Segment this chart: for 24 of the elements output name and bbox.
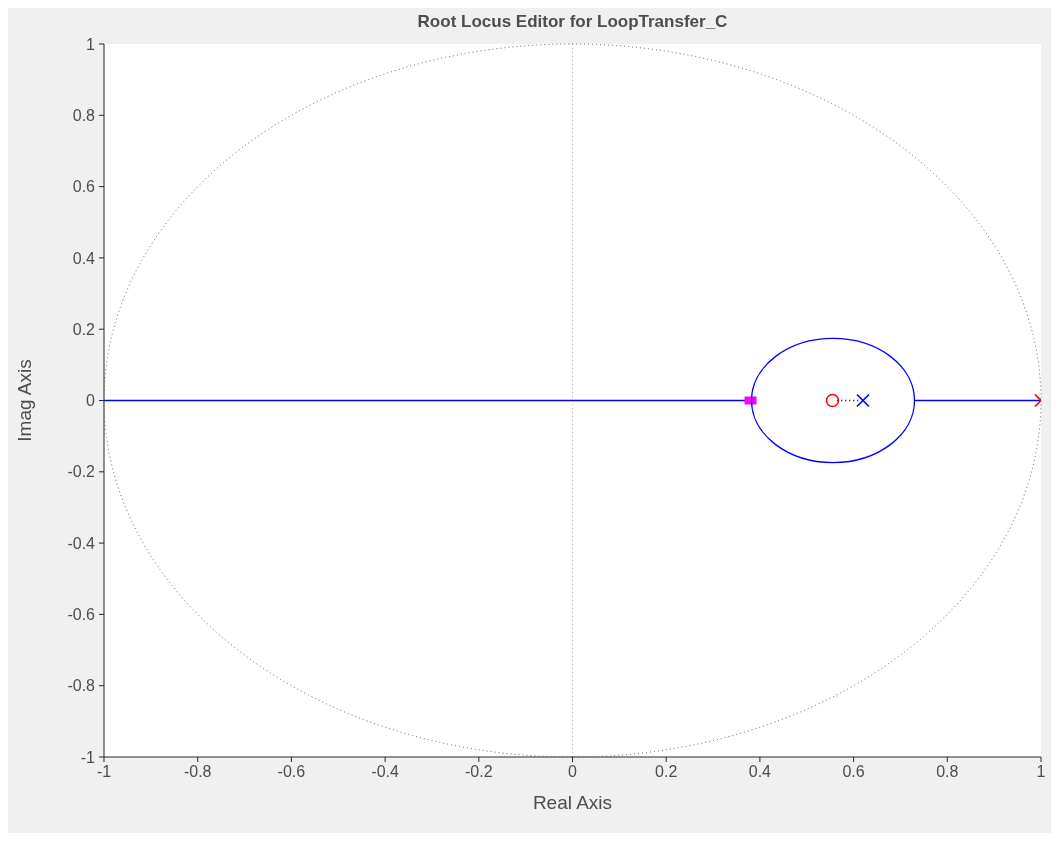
x-tick-label: -0.2 [465, 763, 493, 781]
y-tick-label: -0.4 [67, 534, 96, 552]
x-tick-label: 0.8 [936, 763, 959, 781]
y-tick-label: 0 [86, 392, 96, 410]
x-axis-title: Real Axis [532, 792, 613, 813]
chart-title: Root Locus Editor for LoopTransfer_C [416, 12, 729, 32]
x-tick-label: -0.4 [371, 763, 399, 781]
y-tick-label: 1 [86, 35, 96, 53]
y-tick-label: 0.8 [72, 106, 96, 124]
y-tick-label: 0.6 [72, 178, 96, 196]
y-tick-label: 0.2 [72, 320, 96, 338]
y-tick-label: -0.8 [67, 677, 96, 695]
x-tick-label: 0 [568, 763, 578, 781]
y-tick-label: 0.4 [72, 249, 96, 267]
y-tick-label: -1 [80, 748, 96, 766]
y-axis-title: Imag Axis [13, 359, 35, 442]
x-tick-label: -0.6 [277, 763, 306, 781]
x-tick-label: -0.8 [183, 763, 212, 781]
y-tick-label: -0.6 [67, 606, 96, 624]
x-tick-label: 1 [1036, 763, 1046, 781]
x-tick-label: 0.2 [655, 763, 678, 781]
x-tick-label: 0.4 [748, 763, 772, 781]
x-tick-label: 0.6 [842, 763, 865, 781]
y-tick-label: -0.2 [67, 463, 96, 481]
